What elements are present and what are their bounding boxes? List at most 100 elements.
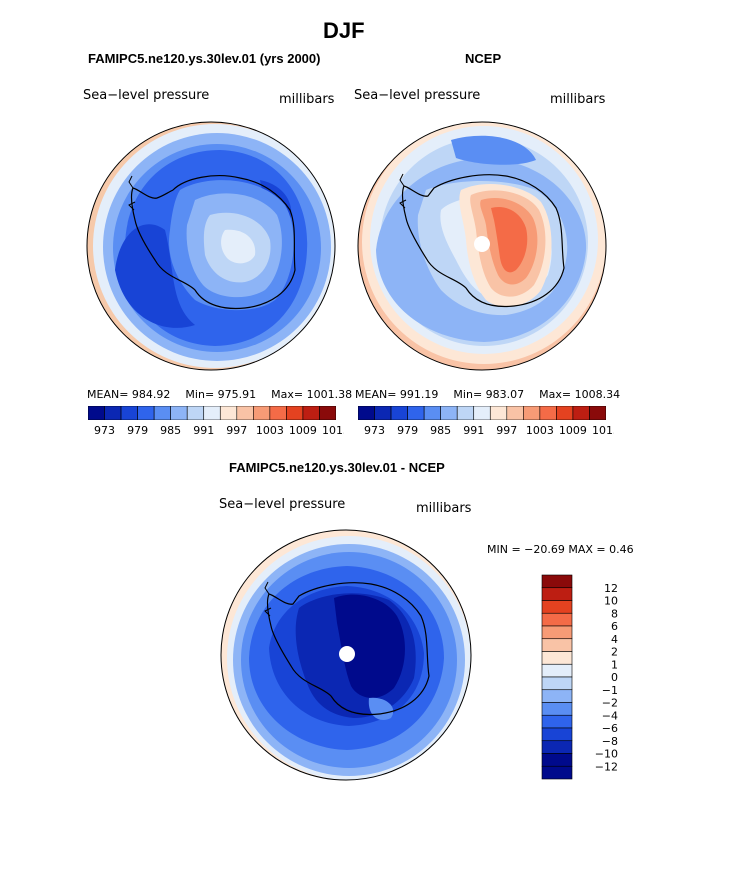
panel3-colorbar-tick-label: −4 [602,709,618,722]
panel3-colorbar-tick-label: 12 [604,582,618,595]
panel2-colorbar-box [390,406,408,420]
panel2-stats: MEAN= 991.19 Min= 983.07 Max= 1008.34 [355,388,620,401]
panel3-title: FAMIPC5.ne120.ys.30lev.01 - NCEP [229,460,445,475]
panel2-colorbar-box [506,406,524,420]
panel2-max-value: 1008.34 [574,388,621,401]
panel1-colorbar-tick-label: 1003 [256,424,284,437]
panel1-colorbar-box [153,406,171,420]
panel1-colorbar-tick-label: 1015 [322,424,344,437]
panel1-colorbar-tick-label: 997 [226,424,247,437]
panel1-coastline [130,175,296,310]
panel2-variable-label: Sea−level pressure [354,88,481,103]
panel1-map-fill-4 [115,224,195,328]
panel3-colorbar-tick-label: 4 [611,633,618,646]
panel1-colorbar-tick-label: 973 [94,424,115,437]
panel1-colorbar-tick-label: 979 [127,424,148,437]
panel3-map-fill-6 [334,594,405,698]
panel3-colorbar-tick-label: 1 [611,658,618,671]
panel2-colorbar-tick-label: 973 [364,424,385,437]
panel1-colorbar-tick-label: 985 [160,424,181,437]
panel2-colorbar-box [374,406,392,420]
panel1-mean-value: 984.92 [131,388,171,401]
panel1-colorbar-box [253,406,271,420]
panel1-title: FAMIPC5.ne120.ys.30lev.01 (yrs 2000) [88,51,321,66]
panel3-coastline [266,582,430,716]
panel1-colorbar-box [104,406,122,420]
panel3-colorbar-tick-label: 2 [611,646,618,659]
panel2-coastline [401,174,565,308]
panel1-min-label: Min= [185,388,215,401]
panel2-colorbar-box [473,406,491,420]
panel3-colorbar-box [541,663,573,678]
panel3-peninsula-tip [264,581,272,617]
panel1-map [86,121,336,371]
panel2-mean-label: MEAN= [355,388,397,401]
panel1-map-border [86,121,336,371]
panel1-mean-label: MEAN= [87,388,129,401]
panel2-colorbar-tick-label: 991 [463,424,484,437]
panel3-colorbar-box [541,676,573,691]
panel3-colorbar-tick-label: −6 [602,722,618,735]
panel3-colorbar-tick-label: 6 [611,620,618,633]
panel2-map-border [357,121,607,371]
panel2-colorbar-tick-label: 979 [397,424,418,437]
panel1-peninsula-tip [128,175,136,211]
panel2-mean-value: 991.19 [399,388,439,401]
panel3-colorbar-box [541,689,573,703]
panel3-colorbar-box [541,574,573,589]
panel3-map [220,529,472,781]
panel3-colorbar-box [541,587,573,601]
panel2-colorbar-box [423,406,441,420]
panel3-units-label: millibars [416,501,472,516]
panel2-colorbar-tick-label: 1009 [559,424,587,437]
panel1-colorbar-box [236,406,254,420]
panel2-colorbar-box [523,406,541,420]
panel3-variable-label: Sea−level pressure [219,497,346,512]
panel1-colorbar-box [319,406,336,420]
panel1-colorbar-box [186,406,205,420]
panel3-colorbar-tick-label: −2 [602,697,618,710]
panel1-colorbar-box [137,406,155,420]
panel2-colorbar-tick-label: 985 [430,424,451,437]
panel2-colorbar-box [556,406,574,420]
panel2-colorbar-box [539,406,557,420]
panel2-min-value: 983.07 [485,388,525,401]
panel1-variable-label: Sea−level pressure [83,88,210,103]
panel2-colorbar [358,406,606,420]
panel1-max-label: Max= [271,388,304,401]
panel3-colorbar-box [541,765,573,780]
panel2-max-label: Max= [539,388,572,401]
panel1-colorbar-box [286,406,304,420]
panel3-colorbar-box [541,727,573,742]
panel3-colorbar-tick-label: −12 [595,760,618,773]
panel3-colorbar-tick-label: −10 [595,748,618,761]
panel3-colorbar-tick-label: 8 [611,607,618,620]
panel1-colorbar-box [120,406,138,420]
panel2-colorbar-tick-label: 1003 [526,424,554,437]
panel1-colorbar-box [219,406,238,420]
panel2-colorbar-box [572,406,590,420]
panel3-colorbar-tick-label: −1 [602,684,618,697]
panel1-colorbar-box [302,406,320,420]
panel1-min-value: 975.91 [217,388,257,401]
panel2-colorbar-tick-label: 997 [496,424,517,437]
panel3-colorbar-box [541,651,573,665]
panel2-peninsula-tip [399,173,407,209]
panel3-colorbar-box [541,702,573,716]
panel1-colorbar-tick-label: 1009 [289,424,317,437]
panel2-map-fill-10 [491,206,528,273]
panel2-colorbar-box [589,406,606,420]
panel2-colorbar-box [456,406,475,420]
panel1-colorbar-box [203,406,221,420]
panel1-colorbar-box [170,406,188,420]
panel3-colorbar-box [541,638,573,652]
panel2-title: NCEP [465,51,502,66]
panel3-colorbar-box [541,753,573,767]
panel3-colorbar-box [541,714,573,729]
panel2-colorbar-box [489,406,508,420]
panel3-colorbar-box [541,625,573,640]
panel3-colorbar-box [541,612,573,627]
panel1-stats: MEAN= 984.92 Min= 975.91 Max= 1001.38 [87,388,352,401]
page-title: DJF [323,18,365,43]
